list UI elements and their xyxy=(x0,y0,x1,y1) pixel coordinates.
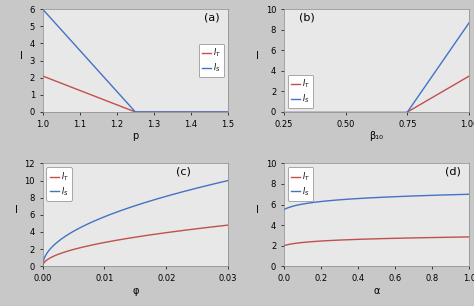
Legend: $I_T$, $I_S$: $I_T$, $I_S$ xyxy=(199,44,224,77)
Y-axis label: I: I xyxy=(256,205,259,215)
Text: (a): (a) xyxy=(204,12,219,22)
Text: (c): (c) xyxy=(176,166,191,177)
X-axis label: p: p xyxy=(132,131,138,141)
Legend: $I_T$, $I_S$: $I_T$, $I_S$ xyxy=(288,167,313,201)
X-axis label: β₁₀: β₁₀ xyxy=(370,131,383,141)
Y-axis label: I: I xyxy=(256,50,259,61)
Text: (b): (b) xyxy=(299,12,314,22)
Y-axis label: I: I xyxy=(15,205,18,215)
X-axis label: φ: φ xyxy=(132,285,139,296)
X-axis label: α: α xyxy=(374,285,380,296)
Legend: $I_T$, $I_S$: $I_T$, $I_S$ xyxy=(288,75,313,108)
Y-axis label: I: I xyxy=(20,50,23,61)
Legend: $I_T$, $I_S$: $I_T$, $I_S$ xyxy=(46,167,72,201)
Text: (d): (d) xyxy=(445,166,461,177)
